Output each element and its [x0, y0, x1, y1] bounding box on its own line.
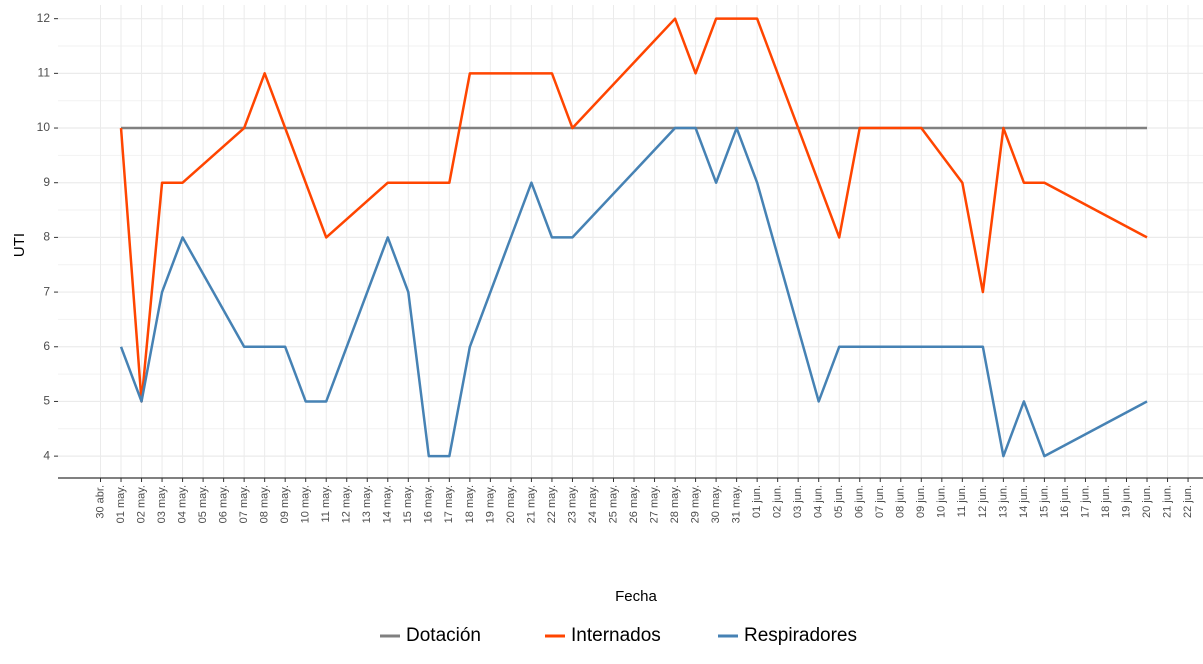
y-tick-label: 6 [43, 339, 50, 353]
line-series [119, 126, 1148, 458]
x-tick-label: 17 may. [443, 485, 455, 523]
x-tick-label: 20 may. [505, 485, 517, 523]
x-tick-label: 12 jun. [977, 485, 989, 518]
x-tick-label: 06 jun. [854, 485, 866, 518]
x-tick-label: 03 jun. [792, 485, 804, 518]
x-tick-label: 08 may. [259, 485, 271, 523]
x-tick-label: 05 may. [197, 485, 209, 523]
y-axis-title: UTI [11, 233, 28, 257]
x-tick-label: 13 jun. [997, 485, 1009, 518]
x-tick-label: 04 jun. [813, 485, 825, 518]
x-tick-label: 07 may. [238, 485, 250, 523]
x-tick-label: 01 may. [115, 485, 127, 523]
x-tick-label: 14 may. [382, 485, 394, 523]
x-tick-label: 07 jun. [874, 485, 886, 518]
x-tick-label: 05 jun. [833, 485, 845, 518]
x-tick-label: 23 may. [566, 485, 578, 523]
x-tick-label: 30 abr. [94, 485, 106, 519]
x-tick-label: 09 jun. [915, 485, 927, 518]
x-tick-label: 16 jun. [1059, 485, 1071, 518]
x-tick-label: 10 jun. [936, 485, 948, 518]
legend-label: Internados [571, 625, 661, 646]
x-tick-label: 28 may. [669, 485, 681, 523]
x-tick-label: 25 may. [607, 485, 619, 523]
x-tick-label: 06 may. [218, 485, 230, 523]
x-tick-label: 04 may. [176, 485, 188, 523]
x-tick-label: 12 may. [341, 485, 353, 523]
x-tick-label: 21 jun. [1161, 485, 1173, 518]
x-tick-label: 13 may. [361, 485, 373, 523]
x-tick-label: 10 may. [300, 485, 312, 523]
x-tick-label: 03 may. [156, 485, 168, 523]
x-tick-label: 18 jun. [1100, 485, 1112, 518]
x-tick-label: 20 jun. [1141, 485, 1153, 518]
x-tick-label: 21 may. [525, 485, 537, 523]
x-tick-label: 30 may. [710, 485, 722, 523]
y-tick-label: 8 [43, 230, 50, 244]
x-tick-label: 22 jun. [1182, 485, 1194, 518]
x-tick-label: 15 may. [402, 485, 414, 523]
y-tick-label: 10 [37, 120, 51, 134]
x-tick-label: 09 may. [279, 485, 291, 523]
x-tick-label: 14 jun. [1018, 485, 1030, 518]
x-axis-title: Fecha [615, 588, 657, 605]
x-tick-label: 26 may. [628, 485, 640, 523]
x-tick-label: 02 jun. [772, 485, 784, 518]
y-tick-label: 9 [43, 175, 50, 189]
x-tick-label: 17 jun. [1079, 485, 1091, 518]
x-tick-label: 24 may. [587, 485, 599, 523]
x-tick-label: 11 may. [320, 485, 332, 523]
y-tick-label: 7 [43, 284, 50, 298]
x-tick-label: 29 may. [689, 485, 701, 523]
x-tick-label: 22 may. [546, 485, 558, 523]
x-tick-label: 16 may. [423, 485, 435, 523]
x-tick-label: 01 jun. [751, 485, 763, 518]
x-tick-label: 18 may. [464, 485, 476, 523]
legend-label: Respiradores [744, 625, 857, 646]
x-tick-label: 11 jun. [956, 485, 968, 517]
y-tick-label: 5 [43, 394, 50, 408]
x-tick-label: 27 may. [648, 485, 660, 523]
y-tick-label: 11 [38, 66, 51, 80]
line-series [119, 17, 1148, 403]
x-tick-label: 02 may. [135, 485, 147, 523]
x-tick-label: 19 jun. [1120, 485, 1132, 518]
x-tick-label: 08 jun. [895, 485, 907, 518]
legend-label: Dotación [406, 625, 481, 646]
y-tick-label: 4 [43, 448, 50, 462]
x-tick-label: 19 may. [484, 485, 496, 523]
y-tick-label: 12 [37, 11, 51, 25]
x-tick-label: 31 may. [731, 485, 743, 523]
x-tick-label: 15 jun. [1038, 485, 1050, 518]
